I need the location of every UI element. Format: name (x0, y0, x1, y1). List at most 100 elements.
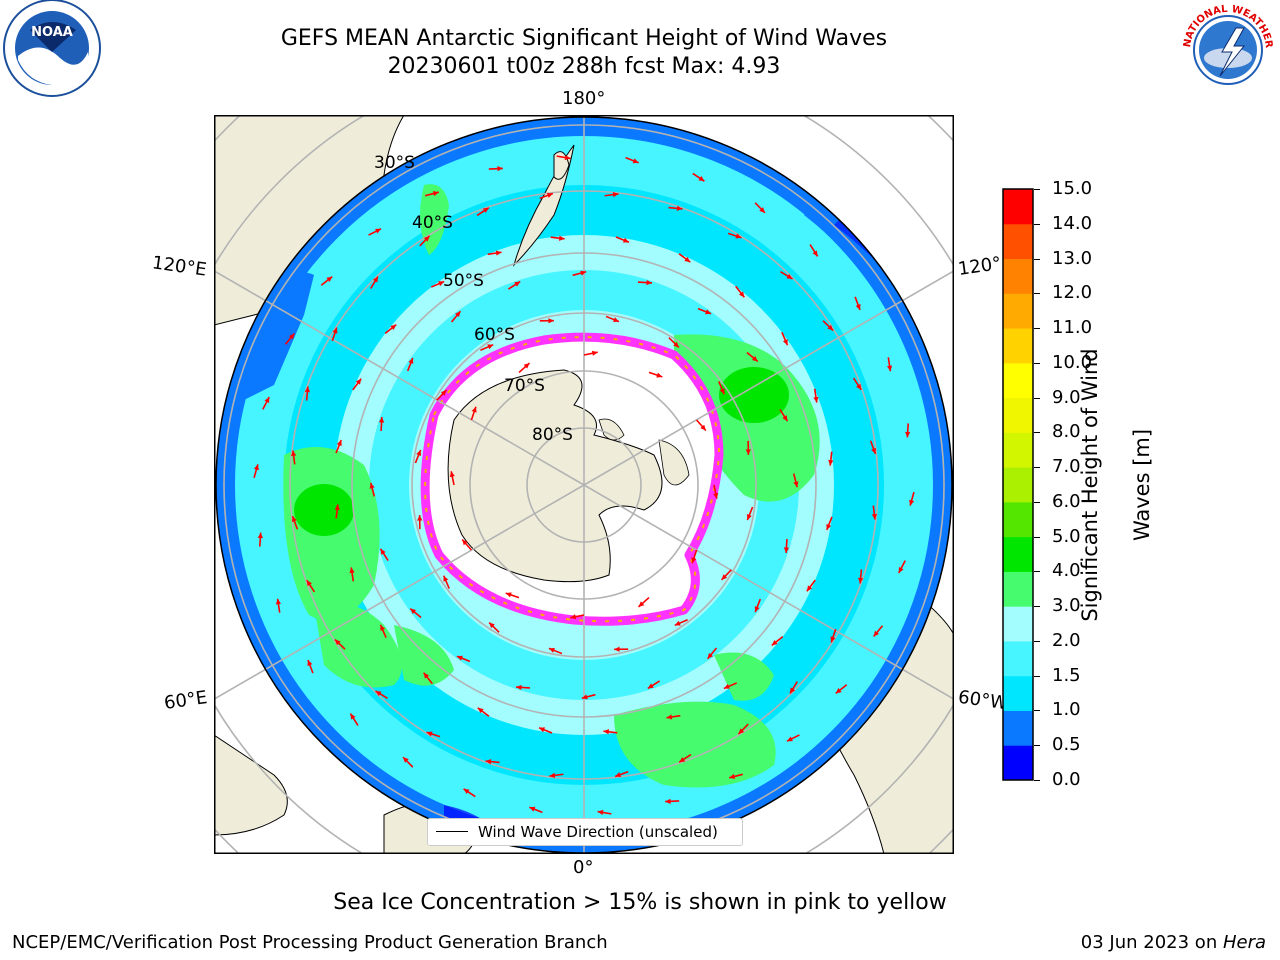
wave-arrow-head (674, 620, 681, 626)
wave-arrow-head (700, 424, 706, 431)
wave-arrow-head (253, 464, 259, 471)
wave-arrow-head (454, 311, 461, 318)
wave-arrow-head (334, 639, 341, 646)
wave-arrow-head (432, 191, 439, 197)
wave-arrow-head (806, 585, 813, 592)
colorbar-tick-label: 6.0 (1052, 490, 1081, 512)
colorbar-segment (1003, 258, 1033, 294)
wave-arrow-head (462, 539, 468, 546)
wave-arrow-head (264, 396, 270, 403)
graticule (214, 115, 954, 854)
wave-arrow-head (666, 714, 673, 720)
wave-arrow-head (673, 341, 679, 348)
colorbar-segment (1003, 606, 1033, 642)
wave-arrow-head (615, 772, 622, 778)
map-frame (214, 115, 954, 854)
wave-arrow-head (786, 736, 793, 742)
wave-arrow-head (516, 684, 522, 691)
wave-arrow-head (408, 357, 414, 364)
colorbar-tick-mark (1034, 362, 1040, 364)
wave-arrow-head (487, 344, 494, 350)
wave-arrow-head (495, 250, 502, 256)
colorbar-tick-label: 1.0 (1052, 699, 1081, 721)
wave-arrow-head (826, 523, 832, 530)
wave-arrow-head (380, 624, 386, 631)
wave-arrow-head (291, 450, 297, 457)
wave-arrow-head (738, 291, 745, 298)
wave-arrow-head (581, 694, 588, 700)
wave-arrow-head (349, 567, 355, 574)
colorbar-segment (1003, 293, 1033, 329)
wave-arrow-head (830, 636, 836, 643)
wave-arrow-head (759, 207, 765, 213)
wave-arrow-head (735, 233, 742, 239)
lat-label-50s: 50°S (443, 271, 484, 291)
colorbar-tick-mark (1034, 710, 1040, 712)
colorbar-tick-label: 11.0 (1052, 317, 1093, 339)
map-legend: Wind Wave Direction (unscaled) (427, 818, 743, 846)
wave-arrow-head (783, 547, 790, 553)
wave-arrow-head (856, 383, 862, 390)
wave-arrow-head (443, 575, 449, 582)
wave-arrow-head (782, 415, 788, 422)
wave-arrow-head (591, 350, 598, 356)
wave-arrow-head (871, 513, 877, 520)
colorbar-tick-mark (1034, 640, 1040, 642)
colorbar-tick-label: 9.0 (1052, 386, 1081, 408)
lon-label-0: 0° (573, 857, 594, 878)
wave-arrow-head (873, 630, 880, 637)
colorbar-tick-mark (1034, 258, 1040, 260)
lon-label-60e: 60°E (162, 687, 209, 714)
footer-credit: NCEP/EMC/Verification Post Processing Pr… (12, 932, 608, 953)
wave-arrow-head (698, 176, 705, 182)
colorbar-tick-mark (1034, 328, 1040, 330)
polar-map: 30°S 40°S 50°S 60°S 70°S 80°S (214, 115, 954, 854)
colorbar-tick-mark (1034, 571, 1040, 573)
sea-ice-caption: Sea Ice Concentration > 15% is shown in … (333, 890, 947, 915)
wave-arrow-head (523, 363, 530, 369)
wave-arrow-head (656, 372, 663, 378)
wave-arrow-head (489, 622, 495, 629)
wave-arrow-head (288, 333, 295, 340)
wave-arrow-head (771, 639, 778, 646)
colorbar-segment (1003, 362, 1033, 399)
wave-arrow-head (858, 577, 864, 584)
wave-arrow-head (417, 515, 423, 521)
colorbar-tick-mark (1034, 397, 1040, 399)
wave-arrow-head (855, 304, 861, 310)
wave-arrow-head (463, 788, 470, 794)
wave-arrow-head (334, 504, 340, 511)
wave-arrow-head (721, 574, 728, 580)
colorbar-tick-label: 8.0 (1052, 421, 1081, 443)
wave-arrow-head (350, 713, 356, 720)
wave-arrow-head (691, 557, 697, 564)
wave-arrow-head (549, 772, 556, 778)
wave-arrow-head (793, 481, 799, 488)
wave-arrow-head (828, 459, 834, 466)
wave-arrow-head (471, 406, 477, 413)
wave-arrow-head (291, 516, 297, 523)
wave-arrow-head (729, 773, 736, 779)
wave-arrow-head (326, 276, 333, 282)
wave-arrow-head (612, 192, 619, 198)
wave-arrow-head (369, 482, 375, 489)
wave-arrow-head (738, 728, 745, 735)
colorbar-tick-label: 1.5 (1052, 664, 1081, 686)
wave-arrow-head (482, 207, 489, 213)
wave-arrow-head (449, 471, 455, 478)
nws-logo: NATIONAL WEATHER SERVICE (1178, 0, 1275, 97)
wave-arrow-head (332, 327, 338, 334)
lat-label-30s: 30°S (374, 153, 415, 173)
legend-label: Wind Wave Direction (unscaled) (478, 823, 718, 841)
wave-arrow-head (380, 548, 386, 555)
lon-label-120e: 120°E (150, 252, 208, 281)
wave-arrow-head (257, 532, 263, 539)
colorbar-tick-label: 12.0 (1052, 282, 1093, 304)
colorbar-segment (1003, 467, 1033, 503)
wave-arrow-head (827, 324, 834, 331)
wave-arrow-head (546, 192, 553, 198)
colorbar-tick-label: 14.0 (1052, 212, 1093, 234)
wave-arrow-head (426, 731, 433, 737)
footer-date: 03 Jun 2023 on Hera (1081, 932, 1266, 953)
wave-arrow-head (647, 683, 654, 689)
